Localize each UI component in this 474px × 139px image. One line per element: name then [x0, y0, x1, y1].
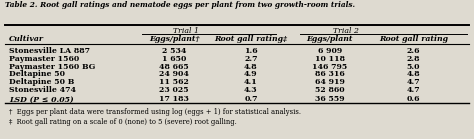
Text: LSD (P ≤ 0.05): LSD (P ≤ 0.05) — [9, 95, 74, 104]
Text: 4.3: 4.3 — [244, 86, 258, 94]
Text: 4.1: 4.1 — [244, 78, 258, 86]
Text: 48 665: 48 665 — [159, 63, 189, 71]
Text: 4.8: 4.8 — [244, 63, 258, 71]
Text: Stonesville LA 887: Stonesville LA 887 — [9, 47, 91, 55]
Text: 23 025: 23 025 — [159, 86, 189, 94]
Text: Root gall rating: Root gall rating — [379, 35, 448, 44]
Text: 24 904: 24 904 — [159, 70, 189, 78]
Text: 0.6: 0.6 — [407, 95, 420, 104]
Text: 64 919: 64 919 — [315, 78, 345, 86]
Text: †  Eggs per plant data were transformed using log (eggs + 1) for statistical ana: † Eggs per plant data were transformed u… — [9, 108, 301, 116]
Text: Paymaster 1560 BG: Paymaster 1560 BG — [9, 63, 96, 71]
Text: 4.8: 4.8 — [407, 70, 420, 78]
Text: Table 2. Root gall ratings and nematode eggs per plant from two growth-room tria: Table 2. Root gall ratings and nematode … — [5, 1, 355, 9]
Text: Paymaster 1560: Paymaster 1560 — [9, 55, 80, 63]
Text: Eggs/plant: Eggs/plant — [307, 35, 353, 44]
Text: Stonesville 474: Stonesville 474 — [9, 86, 76, 94]
Text: 1.6: 1.6 — [244, 47, 258, 55]
Text: 2.7: 2.7 — [244, 55, 258, 63]
Text: Cultivar: Cultivar — [9, 35, 45, 44]
Text: Deltapine 50 B: Deltapine 50 B — [9, 78, 74, 86]
Text: 2 534: 2 534 — [162, 47, 186, 55]
Text: 5.0: 5.0 — [407, 63, 420, 71]
Text: 0.7: 0.7 — [244, 95, 258, 104]
Text: 52 860: 52 860 — [315, 86, 345, 94]
Text: 36 559: 36 559 — [315, 95, 345, 104]
Text: Eggs/plant†: Eggs/plant† — [149, 35, 200, 44]
Text: 4.7: 4.7 — [407, 86, 420, 94]
Text: 86 316: 86 316 — [315, 70, 345, 78]
Text: 4.7: 4.7 — [407, 78, 420, 86]
Text: Root gall rating‡: Root gall rating‡ — [214, 35, 287, 44]
Text: 1 650: 1 650 — [162, 55, 186, 63]
Text: 10 118: 10 118 — [315, 55, 345, 63]
Text: 6 909: 6 909 — [318, 47, 342, 55]
Text: ‡  Root gall rating on a scale of 0 (none) to 5 (severe) root galling.: ‡ Root gall rating on a scale of 0 (none… — [9, 118, 237, 126]
Text: 2.6: 2.6 — [407, 47, 420, 55]
Text: 17 183: 17 183 — [159, 95, 189, 104]
Text: Deltapine 50: Deltapine 50 — [9, 70, 65, 78]
Text: Trial 2: Trial 2 — [333, 27, 359, 35]
Text: 11 562: 11 562 — [159, 78, 189, 86]
Text: 4.9: 4.9 — [244, 70, 258, 78]
Text: Trial 1: Trial 1 — [173, 27, 199, 35]
Text: 146 795: 146 795 — [312, 63, 347, 71]
Text: 2.8: 2.8 — [407, 55, 420, 63]
